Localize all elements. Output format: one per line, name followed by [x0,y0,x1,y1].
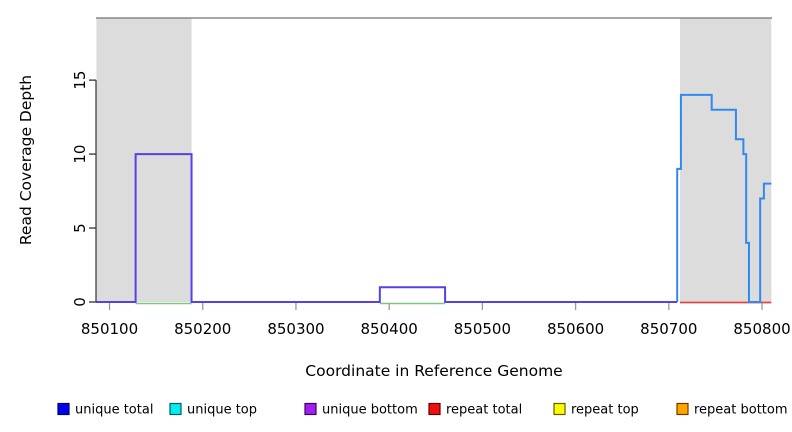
legend-label: repeat top [571,403,639,418]
repeat-region-right [679,18,772,302]
legend-item-unique-bottom: unique bottom [304,402,418,418]
y-tick-label: 0 [71,297,89,307]
x-tick-label: 850800 [733,320,790,338]
legend-item-repeat-top: repeat top [553,402,639,418]
y-axis-title: Read Coverage Depth [17,75,35,245]
x-tick-label: 850700 [640,320,697,338]
legend-item-unique-total: unique total [57,402,153,418]
legend-label: repeat bottom [694,403,788,418]
legend-swatch [304,402,317,416]
x-tick-label: 850300 [267,320,324,338]
x-tick-label: 850500 [454,320,511,338]
legend-swatch [57,402,70,416]
legend-label: unique bottom [322,403,418,418]
x-tick-label: 850100 [81,320,138,338]
legend-item-repeat-bottom: repeat bottom [676,402,788,418]
x-axis-title: Coordinate in Reference Genome [305,362,562,380]
repeat-region-left [96,18,192,302]
y-tick-label: 15 [71,71,89,90]
unique-coverage-left-line [96,153,678,303]
y-tick-label: 5 [71,223,89,233]
legend-item-unique-top: unique top [169,402,257,418]
y-tick-label: 10 [71,145,89,164]
x-tick-label: 850600 [547,320,604,338]
x-tick-label: 850200 [174,320,231,338]
legend-swatch [428,402,441,416]
legend-swatch [169,402,182,416]
legend-label: unique total [75,403,153,418]
x-tick-label: 850400 [361,320,418,338]
axes-layer: 850100 850200 850300 850400 850500 850600 8507… [71,17,791,338]
legend-swatch [553,402,566,416]
legend-label: unique top [187,403,257,418]
legend-label: repeat total [446,403,522,418]
repeat-region-shading-layer [96,18,772,302]
legend-swatch [676,402,689,416]
legend: unique total unique top unique bottom repea… [57,402,788,418]
legend-item-repeat-total: repeat total [428,402,522,418]
coverage-lines-layer [96,93,772,305]
unique-coverage-right-line [676,93,772,303]
